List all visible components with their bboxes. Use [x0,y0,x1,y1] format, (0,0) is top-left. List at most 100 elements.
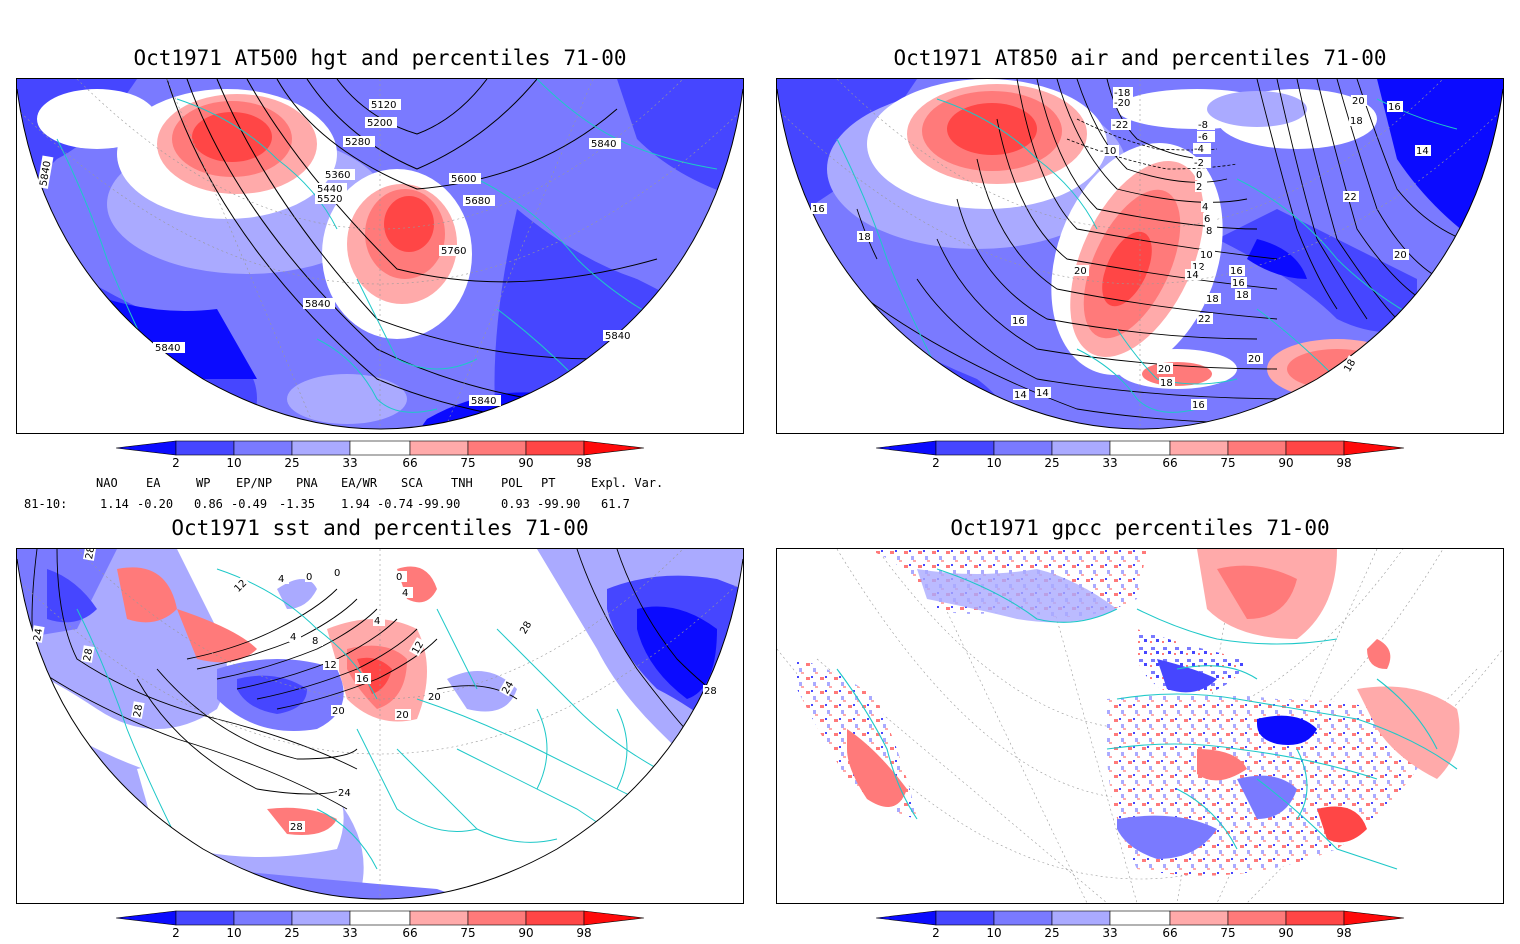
colorbar-gpcc: 2 10 25 33 66 75 90 98 [875,910,1406,940]
contour-label: 5200 [367,118,392,129]
colorbar-tick-label: 2 [932,926,940,940]
contour-label: 22 [1198,314,1211,325]
contour-label: -6 [1198,132,1208,143]
contour-label: 16 [356,674,369,685]
map-panel-at850: -18 -20 -22 -10 -8 -6 -4 -2 0 2 4 6 8 10… [776,78,1504,434]
contour-label: 22 [1344,192,1357,203]
contour-label: 5600 [451,174,476,185]
colorbar-tick-label: 66 [1162,926,1177,940]
contour-label: 5840 [305,299,330,310]
index-value: 0.93 [501,497,530,511]
index-header: POL [501,476,523,490]
index-value: -99.90 [417,497,461,511]
colorbar-segment [1169,440,1229,456]
colorbar-segment [1343,910,1405,926]
contour-label: 5680 [465,196,490,207]
panel-title-at850: Oct1971 AT850 air and percentiles 71-00 [893,46,1387,70]
colorbar-tick-label: 75 [460,926,475,940]
colorbar-tick-label: 75 [1220,926,1235,940]
colorbar-tick-label: 33 [342,456,357,470]
contour-label: 20 [396,710,409,721]
colorbar-at850: 2 10 25 33 66 75 90 98 [875,440,1406,470]
colorbar-tick-label: 10 [986,456,1001,470]
colorbar-segment [409,440,469,456]
colorbar-tick-label: 66 [402,456,417,470]
contour-label: 20 [1074,266,1087,277]
index-header: EA [146,476,161,490]
contour-label: 0 [396,572,402,583]
contour-label: 20 [332,706,345,717]
colorbar-segment [1109,910,1171,926]
contour-label: 0 [334,568,340,579]
contour-label: 16 [1012,316,1025,327]
index-value: -1.35 [279,497,316,511]
panel-title-gpcc: Oct1971 gpcc percentiles 71-00 [950,516,1330,540]
contour-label: 14 [1014,390,1027,401]
colorbar-segment [525,440,585,456]
colorbar-segment [115,910,177,926]
contour-label: 20 [1248,354,1261,365]
index-value: -0.74 [377,497,414,511]
colorbar-segment [875,910,937,926]
contour-label: 6 [1204,214,1210,225]
colorbar-segment [175,440,235,456]
contour-label: 16 [812,204,825,215]
colorbar-segment [1109,440,1171,456]
contour-label: 20 [1352,96,1365,107]
contour-label: 8 [312,636,318,647]
contour-label: -2 [1194,158,1204,169]
colorbar-segment [875,440,937,456]
colorbar-segment [583,440,645,456]
colorbar-tick-label: 2 [932,456,940,470]
contour-label: 12 [1192,262,1205,273]
index-value: -99.90 [537,497,581,511]
map-panel-sst: 28 24 28 28 12 4 0 0 0 4 4 4 8 12 16 20 … [16,548,744,904]
contour-label: 12 [324,660,337,671]
colorbar-tick-label: 10 [226,456,241,470]
index-header: EP/NP [236,476,273,490]
contour-label: 24 [338,788,351,799]
colorbar-segment [1051,440,1111,456]
contour-label: 18 [858,232,871,243]
colorbar-tick-label: 10 [226,926,241,940]
colorbar-segment [993,910,1053,926]
contour-label: 20 [428,692,441,703]
colorbar-segment [1227,910,1287,926]
colorbar-segment [175,910,235,926]
index-header: TNH [451,476,473,490]
contour-label: 4 [1202,202,1208,213]
contour-label: 5840 [155,343,180,354]
contour-label: 5360 [325,170,350,181]
colorbar-tick-label: 33 [1102,926,1117,940]
contour-label: 18 [1236,290,1249,301]
index-header: SCA [401,476,423,490]
contour-label: 5840 [605,331,630,342]
contour-label: 0 [1196,170,1202,181]
contour-label: -22 [1112,120,1128,131]
contour-label: 16 [1232,278,1245,289]
contour-label: 5440 [317,184,342,195]
contour-label: 5120 [371,100,396,111]
contour-label: -18 [1114,88,1130,99]
colorbar-sst: 2 10 25 33 66 75 90 98 [115,910,646,940]
colorbar-tick-label: 98 [576,456,591,470]
colorbar-segment [115,440,177,456]
contour-label: 14 [1036,388,1049,399]
colorbar-tick-label: 2 [172,456,180,470]
index-header: PT [541,476,556,490]
colorbar-tick-label: 98 [1336,456,1351,470]
contour-label: 5840 [471,396,496,407]
contour-label: 24 [32,628,45,642]
colorbar-segment [233,440,293,456]
index-row-label: 81-10: [24,497,68,511]
colorbar-tick-label: 25 [284,456,299,470]
map-panel-at500: 5120 5200 5280 5360 5440 5520 5600 5680 … [16,78,744,434]
colorbar-segment [233,910,293,926]
colorbar-segment [291,910,351,926]
contour-label: 4 [290,632,296,643]
index-value: 61.7 [601,497,630,511]
contour-label: -4 [1194,144,1204,155]
colorbar-tick-label: 90 [518,456,533,470]
index-header: WP [196,476,211,490]
colorbar-tick-label: 90 [518,926,533,940]
